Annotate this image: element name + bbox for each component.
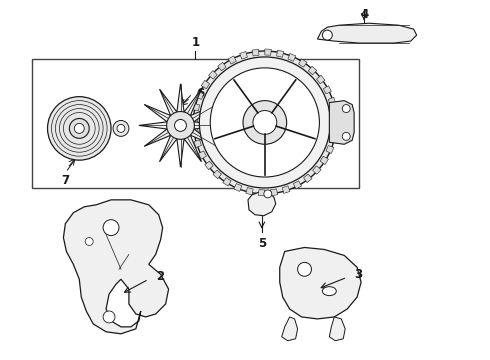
Polygon shape (228, 56, 236, 64)
Circle shape (74, 123, 84, 133)
Polygon shape (271, 189, 278, 195)
Polygon shape (192, 128, 198, 135)
Text: 4: 4 (360, 8, 368, 21)
Polygon shape (209, 71, 217, 79)
Polygon shape (332, 122, 338, 129)
Text: 1: 1 (191, 36, 199, 49)
Circle shape (210, 68, 319, 177)
Text: 2: 2 (156, 270, 164, 283)
Circle shape (297, 262, 312, 276)
Polygon shape (294, 181, 301, 189)
Circle shape (167, 112, 195, 139)
Polygon shape (313, 166, 321, 174)
Polygon shape (318, 23, 416, 43)
Polygon shape (303, 174, 312, 183)
Polygon shape (201, 80, 210, 89)
Polygon shape (240, 51, 247, 59)
Polygon shape (265, 49, 271, 55)
Polygon shape (258, 190, 265, 196)
Circle shape (103, 311, 115, 323)
Circle shape (113, 121, 129, 136)
Polygon shape (194, 140, 201, 148)
Polygon shape (252, 49, 259, 56)
Circle shape (48, 96, 111, 160)
Circle shape (264, 190, 272, 198)
Circle shape (223, 117, 241, 134)
Polygon shape (328, 97, 336, 105)
Polygon shape (298, 59, 307, 67)
Circle shape (227, 121, 237, 130)
Polygon shape (205, 161, 213, 170)
Polygon shape (330, 134, 337, 141)
Text: 7: 7 (61, 174, 70, 187)
Polygon shape (331, 110, 338, 117)
Circle shape (194, 51, 336, 194)
Text: 5: 5 (258, 237, 266, 249)
Circle shape (103, 220, 119, 235)
Circle shape (70, 118, 89, 138)
Polygon shape (282, 186, 290, 193)
Polygon shape (280, 247, 361, 319)
Polygon shape (246, 188, 253, 195)
Circle shape (174, 120, 187, 131)
Circle shape (253, 111, 277, 134)
Bar (32, 59, 359, 188)
Polygon shape (196, 91, 204, 99)
Circle shape (85, 238, 93, 246)
Polygon shape (276, 50, 284, 57)
Polygon shape (139, 84, 222, 167)
Text: 6: 6 (196, 87, 205, 100)
Polygon shape (323, 86, 331, 94)
Polygon shape (329, 100, 354, 144)
Polygon shape (192, 116, 197, 122)
Polygon shape (308, 66, 317, 75)
Polygon shape (198, 151, 206, 159)
Polygon shape (248, 192, 276, 216)
Polygon shape (317, 75, 325, 84)
Text: 3: 3 (354, 268, 362, 281)
Polygon shape (329, 317, 345, 341)
Circle shape (342, 105, 350, 113)
Circle shape (322, 30, 332, 40)
Polygon shape (213, 170, 221, 179)
Polygon shape (320, 156, 328, 165)
Circle shape (199, 57, 330, 188)
Circle shape (243, 100, 287, 144)
Circle shape (342, 132, 350, 140)
Polygon shape (223, 178, 231, 186)
Polygon shape (282, 317, 297, 341)
Polygon shape (234, 184, 242, 192)
Polygon shape (63, 200, 169, 334)
Polygon shape (193, 103, 199, 111)
Circle shape (117, 125, 125, 132)
Polygon shape (288, 53, 296, 61)
Polygon shape (326, 145, 334, 153)
Ellipse shape (322, 287, 336, 296)
Polygon shape (218, 62, 226, 71)
